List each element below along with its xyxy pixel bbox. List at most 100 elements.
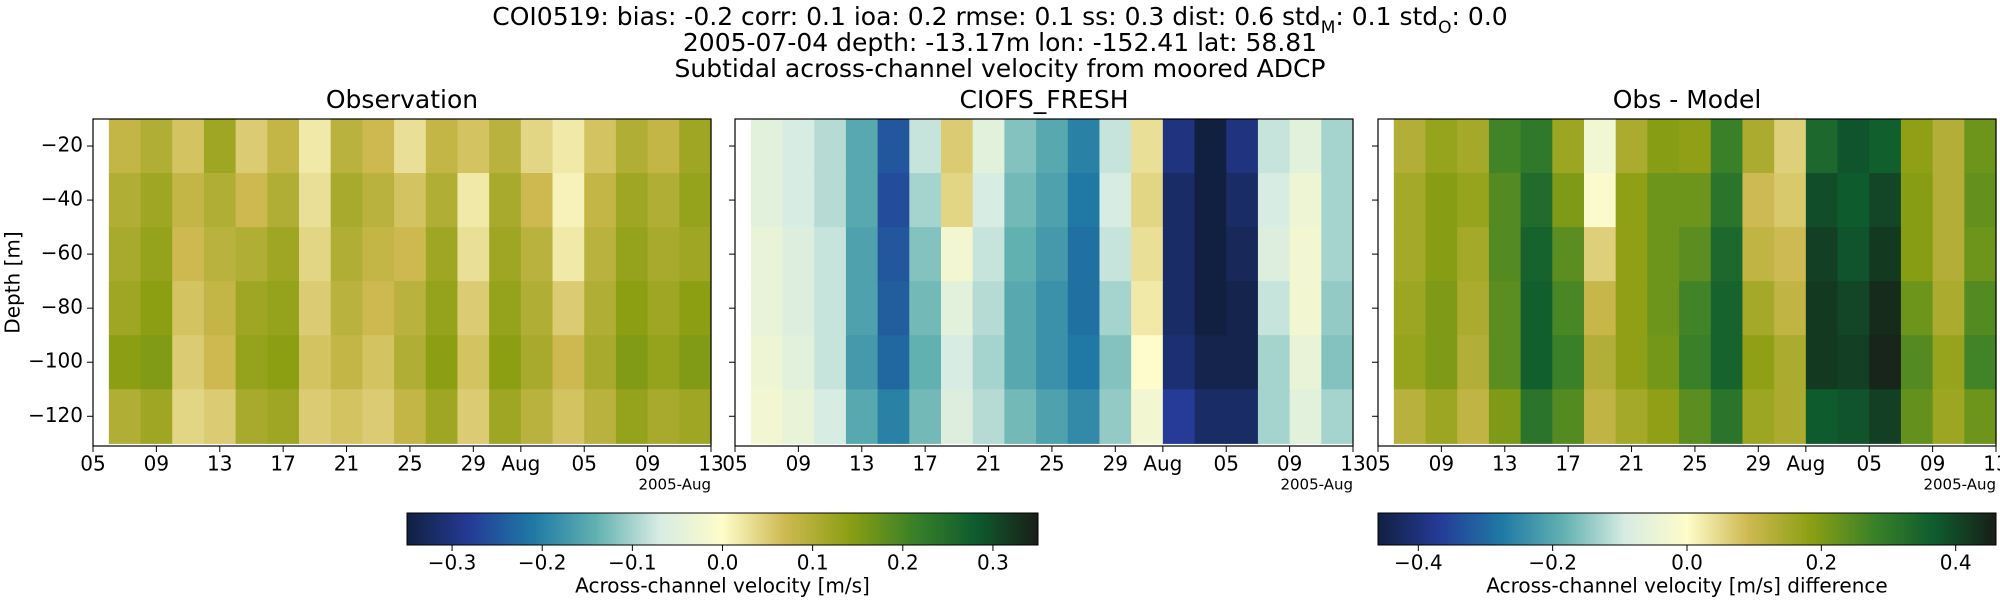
x-tick-label: 09 xyxy=(1277,452,1302,476)
heatmap-cell xyxy=(1162,389,1196,444)
heatmap-cell xyxy=(647,227,680,282)
x-tick-label: 29 xyxy=(1746,452,1771,476)
heatmap-cell xyxy=(489,389,522,444)
heatmap-cell xyxy=(140,389,173,444)
heatmap-cell xyxy=(1647,119,1680,174)
heatmap-cell xyxy=(1837,119,1870,174)
heatmap-cell xyxy=(1837,173,1870,228)
colorbar-label: Across-channel velocity [m/s] xyxy=(575,574,870,598)
colorbar-tick-label: −0.2 xyxy=(518,551,567,575)
heatmap-cell xyxy=(1932,227,1965,282)
heatmap-cell xyxy=(299,119,332,174)
heatmap-cell xyxy=(1067,119,1101,174)
heatmap-cell xyxy=(1131,281,1164,336)
x-offset-label: 2005-Aug xyxy=(1923,476,1996,494)
heatmap-cell xyxy=(877,119,910,174)
heatmap-cell xyxy=(1226,281,1259,336)
heatmap-cell xyxy=(552,119,585,174)
heatmap-cell xyxy=(1837,281,1870,336)
heatmap-cell xyxy=(1488,227,1522,282)
heatmap-cell xyxy=(330,173,363,228)
heatmap-cell xyxy=(172,227,205,282)
heatmap-cell xyxy=(108,335,142,390)
heatmap-cell xyxy=(235,335,268,390)
heatmap-cell xyxy=(845,173,879,228)
colorbar-tick-label: 0.0 xyxy=(707,551,739,575)
colorbar-tick-label: 0.4 xyxy=(1940,551,1972,575)
heatmap-cell xyxy=(1932,389,1965,444)
heatmap-cell xyxy=(615,335,649,390)
heatmap-cell xyxy=(1457,119,1490,174)
heatmap-cell xyxy=(1457,389,1490,444)
figure-subtitle: 2005-07-04 depth: -13.17m lon: -152.41 l… xyxy=(683,28,1317,57)
heatmap-cell xyxy=(457,227,490,282)
x-tick-label: 17 xyxy=(1555,452,1580,476)
heatmap-cell xyxy=(489,281,522,336)
heatmap-cell xyxy=(235,173,268,228)
heatmap-cell xyxy=(1004,173,1037,228)
heatmap-cell xyxy=(172,119,205,174)
x-tick-label: 21 xyxy=(976,452,1001,476)
heatmap-cell xyxy=(552,173,585,228)
heatmap-cell xyxy=(394,119,427,174)
heatmap-cell xyxy=(1900,335,1934,390)
heatmap-cell xyxy=(425,227,459,282)
heatmap-cell xyxy=(1099,335,1132,390)
heatmap-cell xyxy=(1393,281,1427,336)
heatmap-cell xyxy=(750,227,784,282)
heatmap-cell xyxy=(1932,281,1965,336)
heatmap-cell xyxy=(1194,119,1227,174)
heatmap-cell xyxy=(1036,389,1069,444)
heatmap-cell xyxy=(203,281,237,336)
heatmap-cell xyxy=(299,227,332,282)
x-tick-label: 05 xyxy=(1857,452,1882,476)
heatmap-cell xyxy=(1457,335,1490,390)
heatmap-cell xyxy=(1004,119,1037,174)
heatmap-cell xyxy=(1162,281,1196,336)
heatmap-cell xyxy=(1584,281,1617,336)
heatmap-cell xyxy=(1289,227,1322,282)
title-part: M xyxy=(1321,18,1336,38)
heatmap-cell xyxy=(1488,173,1522,228)
heatmap-cell xyxy=(1131,119,1164,174)
heatmap-cell xyxy=(877,389,910,444)
heatmap-cell xyxy=(1099,119,1132,174)
heatmap-cell xyxy=(1393,227,1427,282)
heatmap-cell xyxy=(267,173,300,228)
heatmap-cell xyxy=(1004,335,1037,390)
x-tick-label: 05 xyxy=(722,452,747,476)
heatmap-cell xyxy=(1162,119,1196,174)
heatmap-cell xyxy=(1067,173,1101,228)
heatmap-cell xyxy=(1552,119,1585,174)
heatmap-cell xyxy=(1321,173,1354,228)
heatmap-cell xyxy=(520,335,554,390)
heatmap-cell xyxy=(1099,281,1132,336)
x-tick-label: 17 xyxy=(912,452,937,476)
heatmap-cell xyxy=(1742,281,1775,336)
x-tick-label: Aug xyxy=(1786,452,1825,476)
heatmap-cell xyxy=(1900,173,1934,228)
heatmap-cell xyxy=(362,281,395,336)
heatmap-cell xyxy=(1900,119,1934,174)
x-tick-label: 05 xyxy=(572,452,597,476)
heatmap-cell xyxy=(814,389,847,444)
heatmap-cell xyxy=(972,227,1005,282)
heatmap-cell xyxy=(941,281,974,336)
figure-caption: Subtidal across-channel velocity from mo… xyxy=(675,54,1326,83)
heatmap-cell xyxy=(520,281,554,336)
title-part: : 0.1 std xyxy=(1335,2,1438,31)
heatmap-cell xyxy=(1226,119,1259,174)
heatmap-cell xyxy=(1131,227,1164,282)
heatmap-cell xyxy=(1805,335,1839,390)
heatmap-cell xyxy=(489,335,522,390)
heatmap-cell xyxy=(1679,389,1712,444)
heatmap-cell xyxy=(203,335,237,390)
x-tick-label: 13 xyxy=(207,452,232,476)
heatmap-cell xyxy=(1425,119,1458,174)
heatmap-cell xyxy=(750,335,784,390)
heatmap-cell xyxy=(1647,227,1680,282)
heatmap-cell xyxy=(1036,173,1069,228)
colorbar-tick-label: 0.3 xyxy=(977,551,1009,575)
heatmap-cell xyxy=(647,173,680,228)
heatmap-cell xyxy=(552,389,585,444)
